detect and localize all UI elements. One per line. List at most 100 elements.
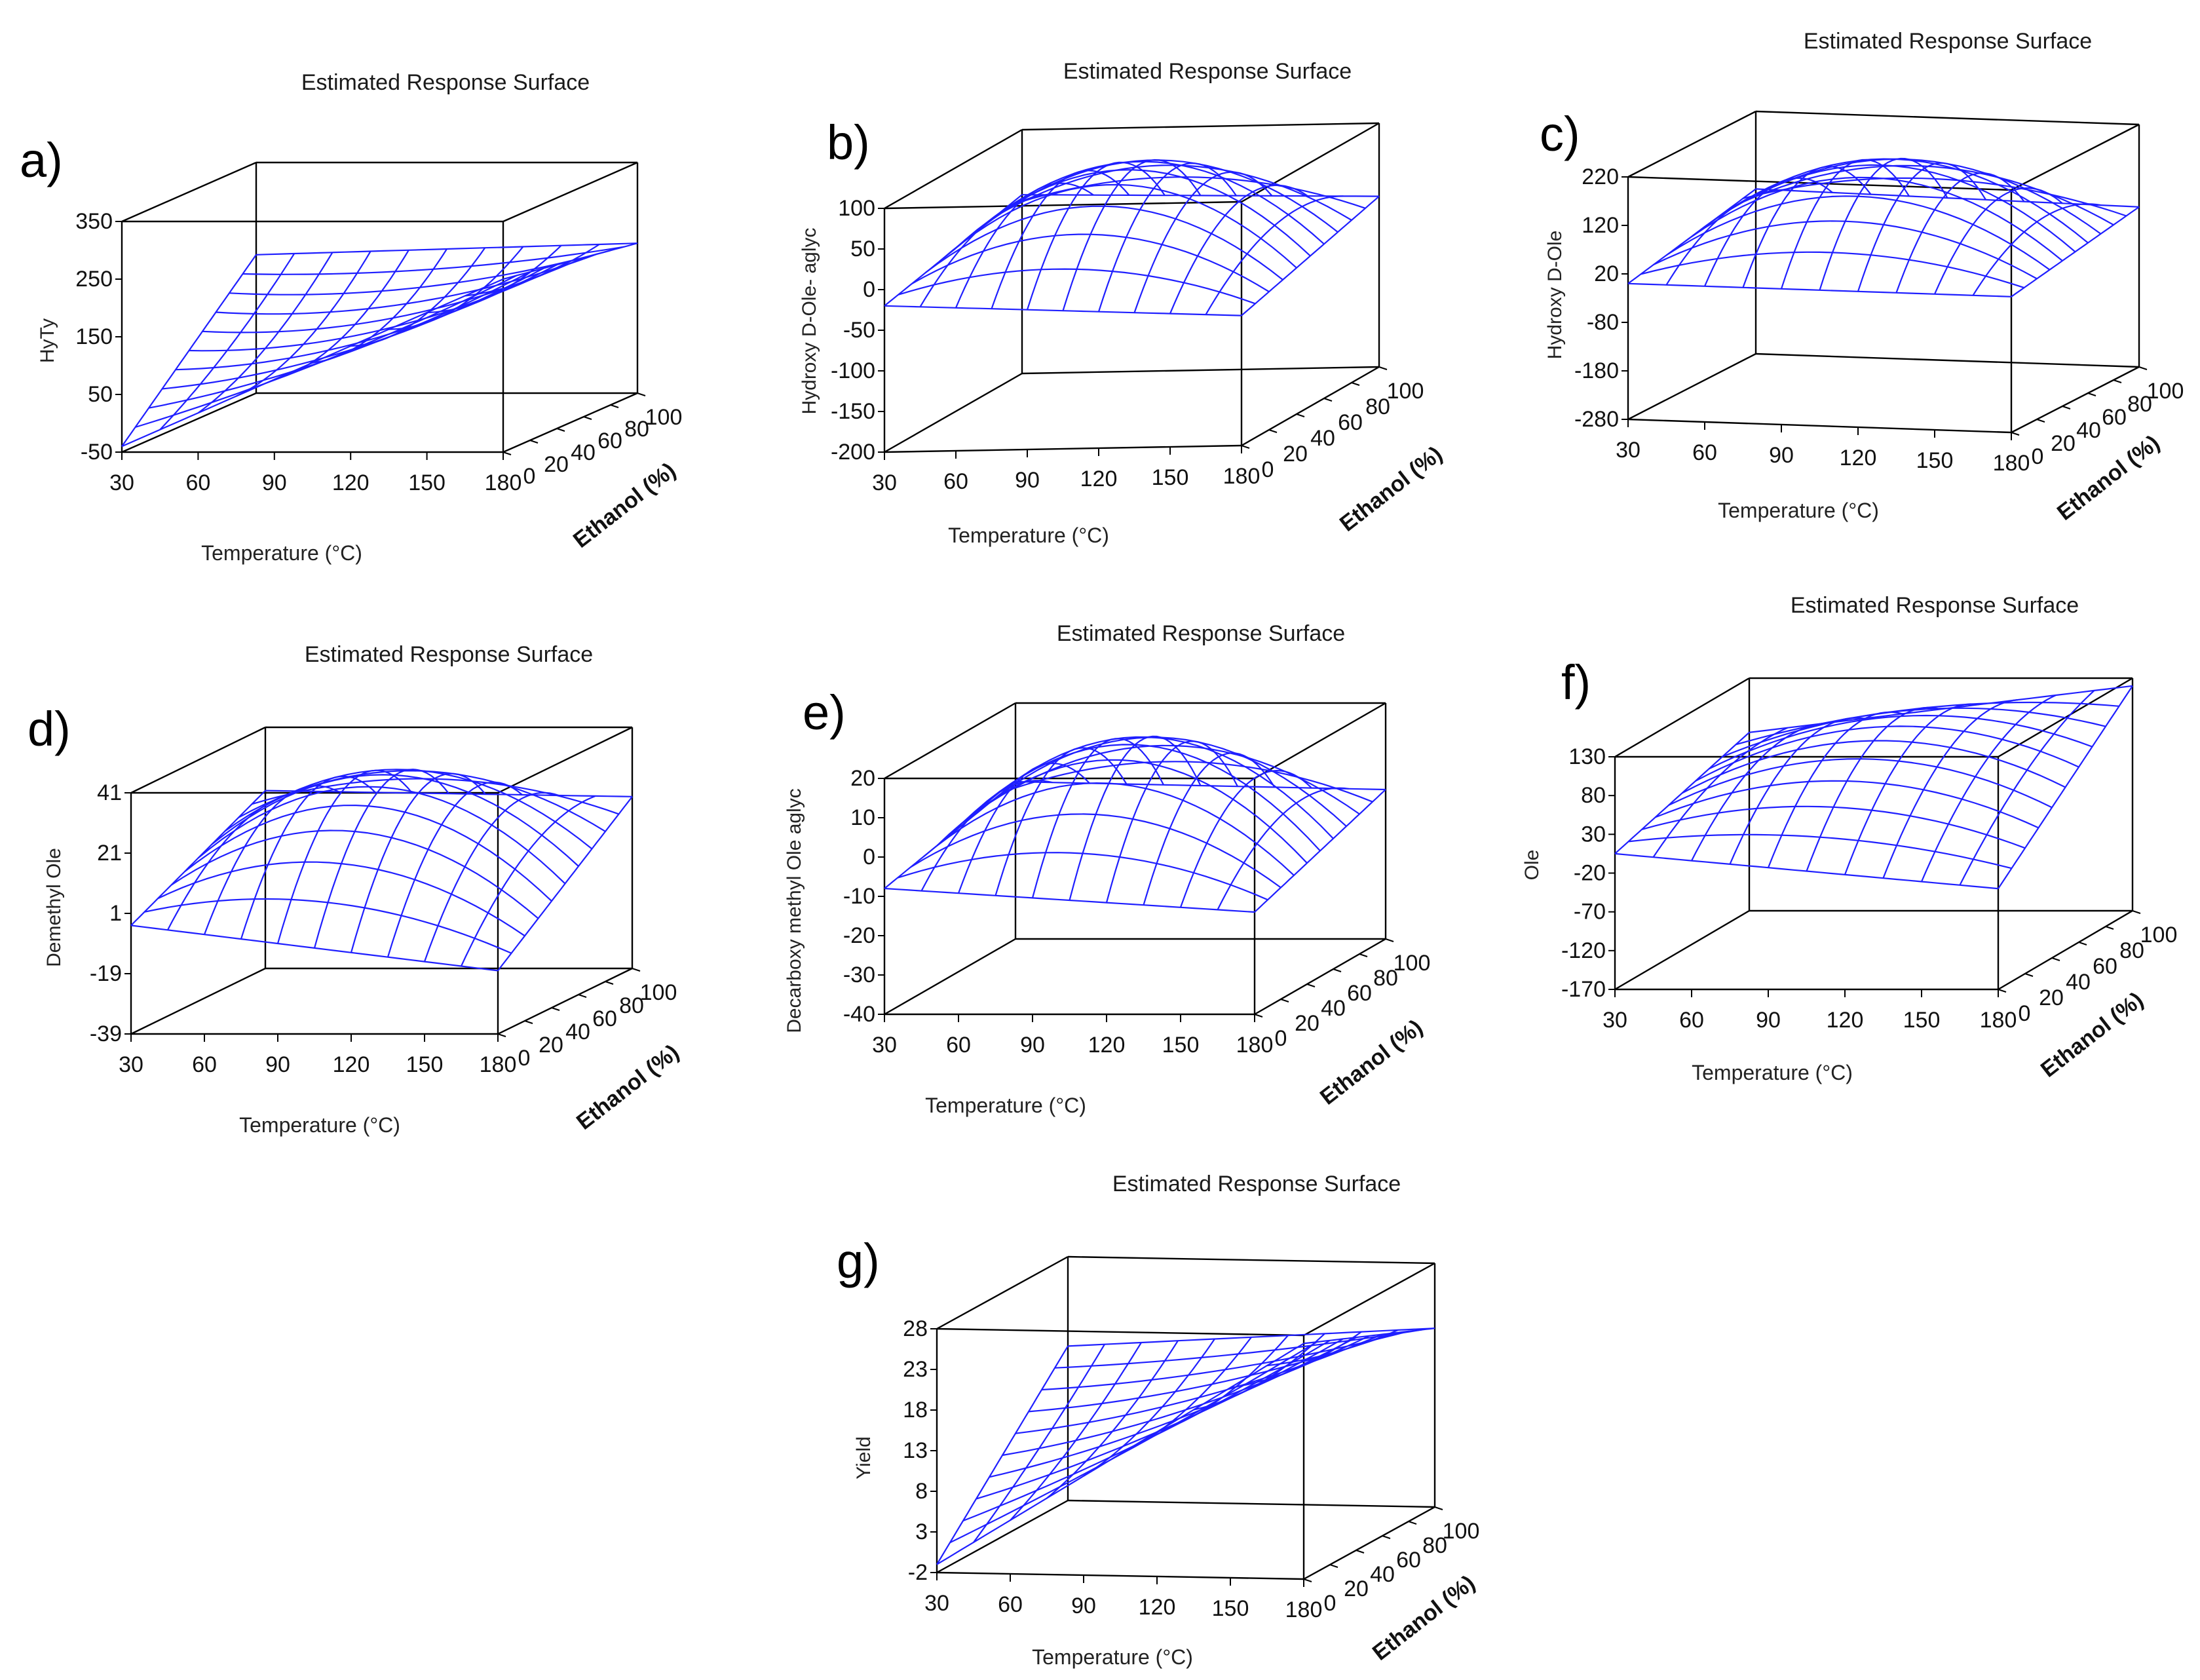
panel-g-letter: g): [837, 1234, 880, 1288]
panel-c-title: Estimated Response Surface: [1804, 29, 2092, 54]
panel-a-y-tick-mark: [637, 392, 646, 396]
panel-f-y-tick-mark: [2105, 926, 2114, 930]
panel-d-zlabel: Demethyl Ole: [43, 848, 65, 967]
panel-c-mesh-line: [1933, 187, 2063, 295]
panel-a-y-tick-label: 0: [523, 464, 536, 489]
panel-g-y-tick-mark: [1303, 1578, 1312, 1582]
panel-f-y-tick-mark: [2051, 957, 2060, 961]
panel-a-mesh-line: [236, 250, 371, 397]
panel-e-mesh-line: [995, 747, 1128, 896]
panel-e-x-tick-label: 150: [1162, 1033, 1200, 1058]
panel-d-x-tick-label: 90: [265, 1052, 290, 1077]
panel-e-z-tick-label: -40: [843, 1002, 875, 1027]
panel-e-y-tick-label: 100: [1394, 951, 1431, 976]
panel-d-y-tick-mark: [497, 1033, 506, 1037]
panel-c-y-tick-label: 40: [2076, 418, 2101, 443]
panel-g-surface: [936, 1327, 1435, 1565]
panel-f-x-tick-label: 120: [1827, 1008, 1864, 1033]
panel-f-z-tick-label: -70: [1574, 900, 1606, 925]
panel-g-mesh-line: [1266, 1329, 1399, 1367]
panel-f-x-tick-label: 60: [1679, 1008, 1704, 1033]
panel-f-mesh-line: [1920, 695, 2057, 882]
panel-b-y-tick-label: 80: [1365, 394, 1390, 419]
panel-b-z-tick-label: -150: [831, 399, 875, 424]
panel-g-box-edge: [936, 1499, 1069, 1574]
panel-b-mesh-line: [919, 194, 1058, 307]
panel-f-x-tick-label: 150: [1903, 1008, 1941, 1033]
panel-a-y-tick-mark: [583, 416, 592, 420]
panel-e-mesh-line: [1217, 787, 1349, 910]
panel-f-y-tick-mark: [1998, 989, 2007, 993]
panel-b-mesh-line: [1097, 162, 1237, 313]
panel-c-y-tick-mark: [2113, 379, 2122, 383]
panel-b-mesh-line: [1205, 195, 1344, 315]
panel-d-y-tick-mark: [578, 994, 587, 998]
panel-c-y-tick-label: 0: [2032, 444, 2044, 469]
panel-d-mesh-line: [313, 769, 449, 949]
panel-f-y-tick-label: 40: [2066, 970, 2091, 995]
panel-a-box-edge: [121, 161, 257, 223]
panel-f-mesh-line: [1998, 685, 2133, 889]
panel-d-letter: d): [28, 702, 71, 756]
panel-b-mesh-line: [1241, 195, 1380, 316]
panel-e-y-tick-mark: [1280, 999, 1289, 1002]
panel-c-x-tick-label: 60: [1692, 440, 1717, 465]
panel-a-y-tick-label: 40: [571, 440, 596, 465]
panel-c-z-tick-label: 20: [1594, 261, 1619, 286]
panel-d-mesh-line: [497, 796, 633, 972]
panel-c-mesh-line: [1972, 203, 2101, 296]
panel-d-z-tick-label: 21: [97, 841, 122, 866]
panel-b-box-edge: [884, 128, 1023, 210]
panel-e-y-tick-mark: [1359, 953, 1368, 957]
panel-a-mesh-line: [465, 244, 600, 297]
panel-b-y-tick-mark: [1241, 445, 1250, 449]
panel-f-mesh-line: [1882, 699, 2018, 879]
panel-c-z-tick-label: -180: [1574, 358, 1619, 383]
panel-d-y-tick-label: 80: [619, 993, 644, 1018]
panel-a-mesh-line: [121, 254, 257, 447]
panel-a-x-tick-label: 60: [185, 470, 210, 495]
panel-g-y-tick-label: 100: [1443, 1519, 1480, 1544]
panel-b-box-edge: [884, 444, 1242, 453]
panel-g-box-edge: [1303, 1506, 1435, 1580]
panel-f-y-tick-label: 0: [2019, 1001, 2031, 1026]
panel-e-y-tick-mark: [1385, 938, 1394, 942]
panel-c-y-tick-label: 20: [2051, 431, 2076, 456]
panel-e-mesh-line: [1105, 740, 1238, 903]
panel-d-box-edge: [130, 726, 266, 794]
panel-c-mesh-line: [2011, 206, 2140, 297]
panel-b-y-tick-mark: [1268, 429, 1278, 433]
panel-b-mesh-line: [1026, 161, 1166, 311]
panel-c-z-tick-label: -280: [1574, 407, 1619, 432]
panel-a-mesh-line: [351, 247, 486, 347]
panel-b-box-edge: [1021, 366, 1380, 375]
panel-d-y-tick-mark: [551, 1007, 560, 1011]
panel-g-box-edge: [1303, 1262, 1435, 1337]
panel-e-mesh-line: [957, 762, 1090, 894]
panel-c-x-tick-label: 180: [1993, 451, 2030, 476]
panel-f-x-tick-label: 30: [1603, 1008, 1627, 1033]
panel-f-x-tick-label: 90: [1756, 1008, 1781, 1033]
panel-c-xlabel: Temperature (°C): [1718, 499, 1879, 522]
panel-d-xlabel: Temperature (°C): [239, 1113, 400, 1137]
panel-f-letter: f): [1561, 655, 1591, 710]
panel-d-mesh-line: [387, 781, 523, 958]
panel-d-z-tick-label: -19: [90, 961, 122, 986]
panel-c-box-edge: [2011, 366, 2140, 434]
panel-b-x-tick-label: 150: [1152, 465, 1189, 490]
panel-b-box-edge: [1241, 366, 1380, 447]
panel-b-mesh-line: [1133, 171, 1273, 313]
panel-g-z-tick-label: 28: [903, 1316, 928, 1341]
panel-a-z-tick-label: 250: [75, 267, 113, 292]
panel-f-mesh-line: [1729, 717, 1865, 865]
panel-e-y-tick-label: 60: [1347, 981, 1372, 1006]
panel-c-box-edge: [1755, 353, 2140, 368]
panel-g-y-tick-label: 0: [1324, 1591, 1337, 1616]
panel-c: Estimated Response Surface c) Temperatur…: [1540, 29, 2184, 525]
panel-g-box-edge: [936, 1571, 1304, 1580]
panel-c-box-edge: [1627, 110, 1756, 178]
panel-g-mesh-line: [1156, 1335, 1289, 1433]
panel-d-box-edge: [497, 967, 633, 1035]
panel-b-x-tick-label: 180: [1223, 464, 1261, 489]
